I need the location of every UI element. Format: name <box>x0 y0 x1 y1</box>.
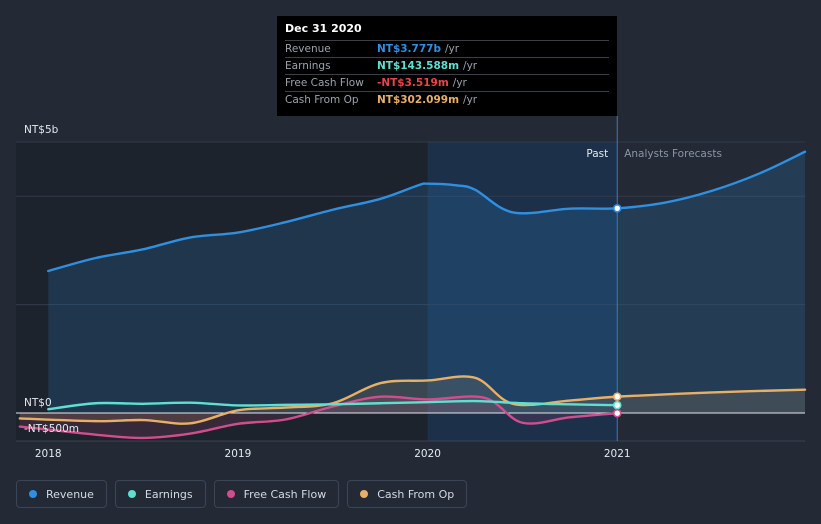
tooltip-value: -NT$3.519m <box>377 77 449 89</box>
past-label: Past <box>586 148 608 160</box>
tooltip-row-revenue: Revenue NT$3.777b /yr <box>285 40 609 57</box>
tooltip-row-earnings: Earnings NT$143.588m /yr <box>285 57 609 74</box>
tooltip-unit: /yr <box>463 94 478 106</box>
chart-legend: Revenue Earnings Free Cash Flow Cash Fro… <box>16 480 468 508</box>
legend-label: Earnings <box>144 487 193 501</box>
legend-dot-icon <box>127 490 136 498</box>
fcf-marker <box>612 408 622 418</box>
tooltip-row-cfo: Cash From Op NT$302.099m /yr <box>285 91 609 108</box>
earnings-marker <box>612 400 622 410</box>
legend-revenue[interactable]: Revenue <box>16 480 107 508</box>
legend-earnings[interactable]: Earnings <box>114 480 206 508</box>
tooltip-date: Dec 31 2020 <box>285 22 362 35</box>
tooltip-unit: /yr <box>452 77 467 89</box>
tooltip-label: Cash From Op <box>285 94 359 106</box>
y-label-zero: NT$0 <box>24 397 52 409</box>
revenue-line <box>47 150 807 273</box>
tooltip-value: NT$143.588m <box>377 60 460 72</box>
legend-free-cash-flow[interactable]: Free Cash Flow <box>213 480 340 508</box>
tooltip-label: Earnings <box>285 60 331 72</box>
legend-dot-icon <box>360 490 369 498</box>
earnings-line <box>47 399 619 411</box>
tooltip-value: NT$302.099m <box>377 94 460 106</box>
cfo-area <box>19 376 805 424</box>
legend-label: Cash From Op <box>377 487 455 501</box>
legend-label: Free Cash Flow <box>243 487 327 501</box>
legend-dot-icon <box>226 490 235 498</box>
forecast-label: Analysts Forecasts <box>624 148 722 160</box>
tooltip-unit: /yr <box>463 60 478 72</box>
fcf-area <box>19 396 618 438</box>
tooltip-value: NT$3.777b <box>377 43 441 55</box>
x-tick-label: 2021 <box>604 448 631 460</box>
highlight-region <box>427 142 618 441</box>
y-label-top: NT$5b <box>24 124 59 136</box>
tooltip-label: Revenue <box>285 43 331 55</box>
x-tick-label: 2020 <box>414 448 441 460</box>
fcf-line <box>18 395 619 440</box>
legend-cash-from-op[interactable]: Cash From Op <box>347 480 468 508</box>
tooltip-row-fcf: Free Cash Flow -NT$3.519m /yr <box>285 74 609 91</box>
tooltip-unit: /yr <box>444 43 460 55</box>
revenue-marker <box>612 203 622 213</box>
legend-dot-icon <box>29 490 37 498</box>
cfo-marker <box>612 392 622 401</box>
legend-label: Revenue <box>46 487 94 501</box>
data-tooltip: Dec 31 2020 Revenue NT$3.777b /yr Earnin… <box>277 16 617 116</box>
tooltip-label: Free Cash Flow <box>285 77 364 89</box>
revenue-area <box>48 151 805 414</box>
x-tick-label: 2019 <box>225 448 252 460</box>
x-tick-label: 2018 <box>35 448 62 460</box>
y-label-bottom: -NT$500m <box>24 423 79 435</box>
